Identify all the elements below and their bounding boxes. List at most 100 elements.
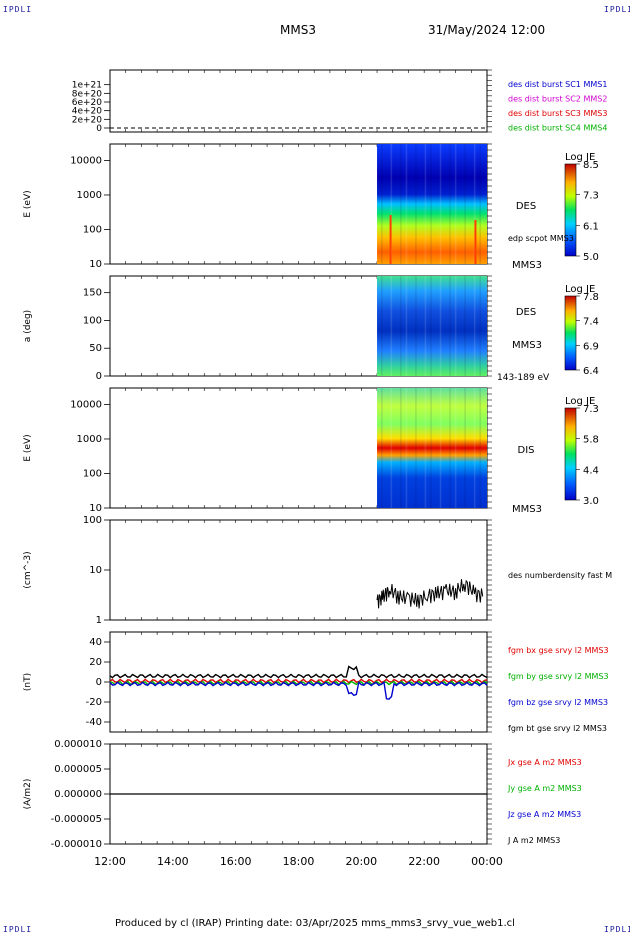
colorbar-tick-label: 7.8 bbox=[583, 292, 599, 303]
y-tick-label: -0.000010 bbox=[51, 839, 102, 850]
y-tick-label: 100 bbox=[83, 315, 102, 326]
spectrogram-streak bbox=[473, 276, 476, 376]
y-axis-label: (nT) bbox=[23, 673, 33, 691]
panel-frame bbox=[109, 519, 488, 621]
y-tick-label: 100 bbox=[83, 515, 102, 526]
side-label: DIS bbox=[518, 445, 535, 456]
x-tick-label: 20:00 bbox=[345, 855, 377, 868]
footer-credits: Produced by cl (IRAP) Printing date: 03/… bbox=[115, 918, 515, 929]
colorbar-title: Log JE bbox=[565, 396, 595, 407]
colorbar-tick-label: 6.9 bbox=[583, 341, 599, 352]
y-tick-label: -20 bbox=[86, 697, 102, 708]
y-tick-label: 0 bbox=[96, 124, 102, 134]
side-label: DES bbox=[516, 307, 536, 318]
spectrogram-streak bbox=[400, 144, 402, 264]
spectrogram-streak bbox=[400, 276, 402, 376]
density-series bbox=[376, 579, 484, 609]
colorbar-tick-label: 6.4 bbox=[583, 366, 599, 377]
colorbar-tick-label: 7.4 bbox=[583, 317, 599, 328]
spectrogram-streak bbox=[381, 276, 383, 376]
legend-entry: Jx gse A m2 MMS3 bbox=[507, 758, 582, 767]
y-tick-label: 0 bbox=[96, 371, 102, 382]
y-tick-label: -40 bbox=[86, 717, 102, 728]
spectrogram-streak bbox=[488, 388, 491, 508]
x-tick-label: 22:00 bbox=[408, 855, 440, 868]
legend-entry: fgm bz gse srvy l2 MMS3 bbox=[508, 698, 608, 707]
y-tick-label: 0.000000 bbox=[54, 789, 102, 800]
spectrogram-streak bbox=[390, 388, 393, 508]
spectrogram-streak bbox=[488, 144, 491, 264]
spectrogram-streak bbox=[381, 144, 383, 264]
colorbar-tick-label: 7.3 bbox=[583, 191, 599, 202]
spectrogram-streak bbox=[415, 144, 417, 264]
colorbar-tick-label: 4.4 bbox=[583, 465, 599, 476]
x-tick-label: 16:00 bbox=[220, 855, 252, 868]
y-tick-label: 100 bbox=[83, 224, 102, 235]
fgm-series-bt bbox=[109, 665, 488, 679]
legend-entry: J A m2 MMS3 bbox=[507, 836, 560, 845]
spectrogram-streak bbox=[464, 388, 466, 508]
fgm-series-bz bbox=[109, 681, 488, 700]
spectrogram-streak bbox=[430, 144, 432, 264]
spectrogram-streak bbox=[479, 144, 482, 264]
des-energy-spike bbox=[474, 220, 477, 264]
y-tick-label: 10 bbox=[89, 259, 102, 270]
spectrogram-streak bbox=[454, 276, 457, 376]
spectrogram-streak bbox=[454, 144, 457, 264]
spectrogram-streak bbox=[449, 144, 451, 264]
spectrogram-streak bbox=[405, 388, 408, 508]
y-axis-label: (A/m2) bbox=[23, 779, 33, 810]
legend-entry: fgm bx gse srvy l2 MMS3 bbox=[508, 646, 609, 655]
side-label: edp scpot MMS3 bbox=[508, 234, 574, 243]
spectrogram-streak bbox=[439, 276, 442, 376]
legend-entry: des dist burst SC3 MMS3 bbox=[508, 109, 607, 118]
x-tick-label: 14:00 bbox=[157, 855, 189, 868]
spectrogram-fill bbox=[377, 388, 487, 508]
spectrogram-streak bbox=[464, 276, 466, 376]
spectrogram-fill bbox=[377, 144, 487, 264]
corner-label-br: IPDLI bbox=[604, 925, 630, 934]
spectrogram-streak bbox=[390, 144, 393, 264]
y-axis-label: E (eV) bbox=[23, 434, 33, 461]
colorbar bbox=[564, 407, 577, 501]
spectrogram-streak bbox=[424, 276, 427, 376]
side-label: DES bbox=[516, 201, 536, 212]
spectrogram-streak bbox=[449, 276, 451, 376]
colorbar-tick-label: 8.5 bbox=[583, 160, 599, 171]
y-tick-label: 100 bbox=[83, 468, 102, 479]
fgm-series-bx bbox=[109, 678, 488, 684]
spectrogram-streak bbox=[479, 388, 482, 508]
des-energy-spike bbox=[389, 215, 392, 264]
spectrogram-streak bbox=[473, 388, 476, 508]
y-tick-label: 0 bbox=[96, 677, 102, 688]
legend-entry: des dist burst SC4 MMS4 bbox=[508, 124, 607, 133]
y-tick-label: 0.000005 bbox=[54, 764, 102, 775]
y-tick-label: 10 bbox=[89, 565, 102, 576]
panel-frame bbox=[109, 69, 488, 133]
spectrogram-fill bbox=[377, 276, 487, 376]
spectrogram-streak bbox=[430, 388, 432, 508]
spectrogram-streak bbox=[424, 144, 427, 264]
spectrogram-streak bbox=[430, 276, 432, 376]
y-tick-label: 20 bbox=[89, 657, 102, 668]
y-tick-label: 0.000010 bbox=[54, 739, 102, 750]
y-axis-label: E (eV) bbox=[23, 190, 33, 217]
spectrogram-streak bbox=[405, 144, 408, 264]
spectrogram-streak bbox=[424, 388, 427, 508]
x-tick-label: 12:00 bbox=[94, 855, 126, 868]
spectrogram-streak bbox=[464, 144, 466, 264]
spectrogram-streak bbox=[439, 388, 442, 508]
y-tick-label: 4e+20 bbox=[72, 107, 103, 117]
colorbar-tick-label: 5.8 bbox=[583, 435, 599, 446]
colorbar bbox=[564, 295, 577, 371]
colorbar-title: Log JE bbox=[565, 152, 595, 163]
spectrogram-streak bbox=[400, 388, 402, 508]
legend-entry: fgm by gse srvy l2 MMS3 bbox=[508, 672, 609, 681]
y-tick-label: 10 bbox=[89, 503, 102, 514]
y-tick-label: 2e+20 bbox=[72, 115, 103, 125]
x-tick-label: 00:00 bbox=[471, 855, 503, 868]
y-tick-label: 1e+21 bbox=[72, 81, 102, 91]
legend-entry: fgm bt gse srvy l2 MMS3 bbox=[508, 724, 607, 733]
corner-label-tr: IPDLI bbox=[604, 5, 630, 14]
